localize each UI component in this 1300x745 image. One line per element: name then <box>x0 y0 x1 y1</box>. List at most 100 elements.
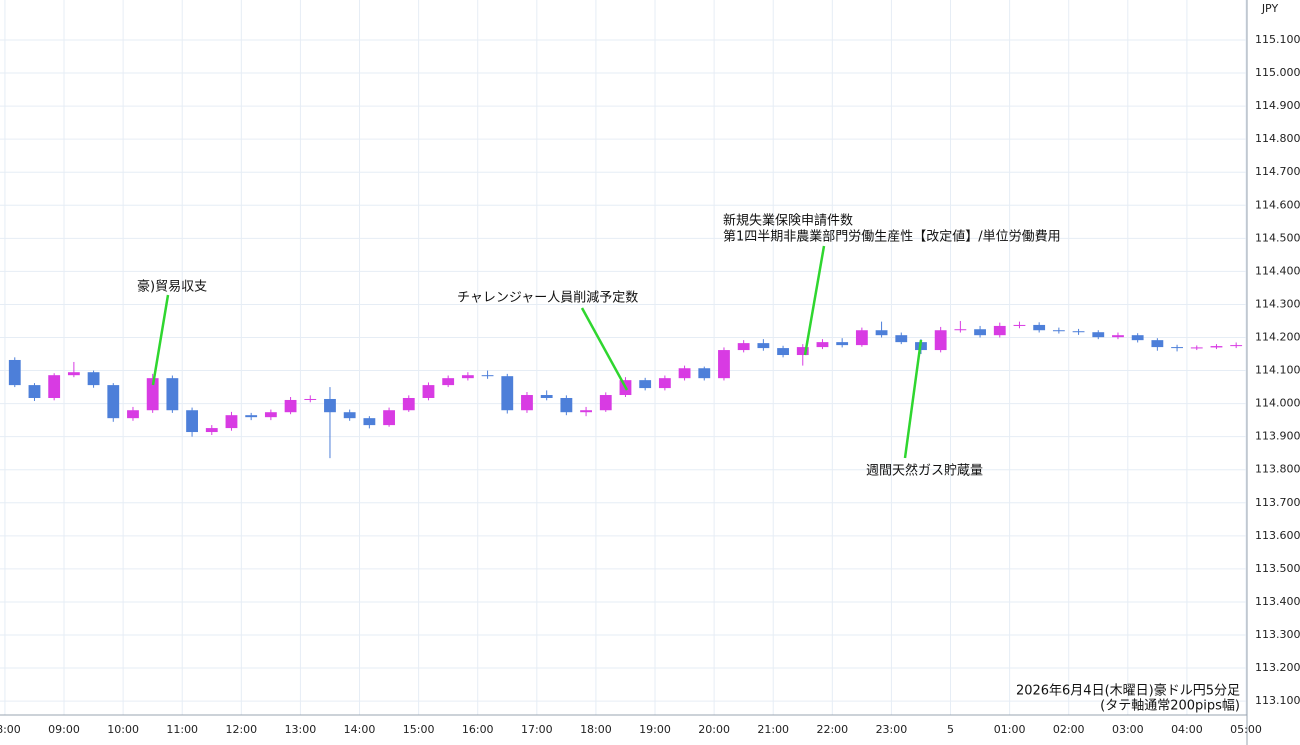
candle-body <box>816 342 829 348</box>
candle-body <box>402 397 415 411</box>
candle-body <box>284 399 297 413</box>
y-tick-label: 113.800 <box>1255 463 1300 476</box>
candle-body <box>1013 324 1026 326</box>
y-tick-label: 114.400 <box>1255 264 1300 277</box>
y-tick-label: 114.600 <box>1255 198 1300 211</box>
candle-body <box>363 418 376 426</box>
x-tick-label: 19:00 <box>639 723 671 736</box>
y-tick-label: 114.700 <box>1255 165 1300 178</box>
y-tick-label: 113.400 <box>1255 595 1300 608</box>
candle-body <box>186 410 198 433</box>
grid <box>0 0 1247 715</box>
y-tick-label: 113.100 <box>1255 694 1300 707</box>
candle-body <box>501 376 514 411</box>
x-tick-label: 17:00 <box>521 723 553 736</box>
x-tick-label: 14:00 <box>344 723 376 736</box>
annotation: 豪)貿易収支 <box>137 279 207 295</box>
y-tick-label: 114.500 <box>1255 231 1300 244</box>
candle-body <box>521 395 533 411</box>
x-tick-label: 08:00 <box>0 723 21 736</box>
candle-body <box>383 410 395 426</box>
y-tick-label: 115.000 <box>1255 66 1300 79</box>
candle-body <box>954 329 967 331</box>
candle-body <box>934 330 947 351</box>
candle-body <box>264 412 277 418</box>
candle-body <box>28 385 41 398</box>
y-tick-label: 113.200 <box>1255 661 1300 674</box>
candle-body <box>1190 347 1203 349</box>
x-tick-label: 13:00 <box>285 723 317 736</box>
candle-body <box>875 330 888 336</box>
candle-body <box>540 395 553 398</box>
candle-body <box>107 385 120 419</box>
y-tick-label: 115.100 <box>1255 33 1300 46</box>
candle-body <box>855 330 868 346</box>
candle-body <box>1230 345 1243 347</box>
candles <box>8 320 1243 459</box>
candle-body <box>757 343 770 349</box>
x-tick-label: 01:00 <box>994 723 1026 736</box>
candle-body <box>304 398 317 400</box>
annotation-pointer <box>903 339 923 459</box>
annotation-pointer <box>151 294 170 386</box>
candle-body <box>580 410 592 413</box>
x-tick-label: 12:00 <box>225 723 257 736</box>
y-tick-label: 113.500 <box>1255 562 1300 575</box>
candle-body <box>1171 347 1183 349</box>
y-tick-label: 114.900 <box>1255 99 1300 112</box>
x-tick-label: 5 <box>947 723 954 736</box>
x-tick-label: 05:00 <box>1230 723 1262 736</box>
candle-body <box>836 342 849 346</box>
x-tick-label: 16:00 <box>462 723 494 736</box>
x-tick-label: 23:00 <box>876 723 908 736</box>
y-tick-label: 114.800 <box>1255 132 1300 145</box>
candle-body <box>599 395 612 411</box>
candle-body <box>481 375 494 377</box>
candle-body <box>48 375 61 398</box>
candle-body <box>1131 335 1144 341</box>
annotation-pointer <box>803 245 826 356</box>
candle-body <box>343 412 356 419</box>
x-tick-label: 15:00 <box>403 723 435 736</box>
candle-body <box>1210 346 1223 348</box>
candle-body <box>639 380 652 389</box>
candle-body <box>87 372 100 386</box>
candle-body <box>895 335 908 343</box>
candle-body <box>67 372 80 376</box>
candle-body <box>698 368 711 379</box>
y-tick-label: 113.900 <box>1255 430 1300 443</box>
y-tick-label: 113.600 <box>1255 529 1300 542</box>
annotation: 第1四半期非農業部門労働生産性【改定値】/単位労働費用 <box>723 229 1061 245</box>
candle-body <box>974 329 986 336</box>
y-axis-label: JPY <box>1261 2 1279 15</box>
candle-body <box>1112 335 1124 338</box>
y-tick-label: 114.200 <box>1255 331 1300 344</box>
candle-body <box>560 397 573 413</box>
note: (タテ軸通常200pips幅) <box>1100 699 1240 714</box>
x-tick-label: 21:00 <box>757 723 789 736</box>
y-tick-label: 113.700 <box>1255 496 1300 509</box>
candle-body <box>718 350 730 379</box>
y-tick-label: 114.300 <box>1255 297 1300 310</box>
y-tick-label: 114.000 <box>1255 397 1300 410</box>
candle-body <box>245 415 258 418</box>
x-tick-label: 18:00 <box>580 723 612 736</box>
x-tick-label: 09:00 <box>48 723 80 736</box>
x-tick-label: 20:00 <box>698 723 730 736</box>
candle-body <box>1033 324 1046 331</box>
candle-body <box>127 410 139 419</box>
candle-body <box>993 325 1006 336</box>
candle-body <box>461 375 474 379</box>
candle-body <box>166 378 179 411</box>
candle-body <box>658 378 671 389</box>
candle-body <box>442 378 455 386</box>
candle-body <box>422 385 435 398</box>
candle-body <box>1092 332 1105 338</box>
candle-body <box>205 428 218 433</box>
candle-body <box>324 398 336 413</box>
candle-body <box>1052 330 1065 332</box>
annotation: チャレンジャー人員削減予定数 <box>457 290 638 306</box>
x-tick-label: 10:00 <box>107 723 139 736</box>
x-tick-label: 02:00 <box>1053 723 1085 736</box>
